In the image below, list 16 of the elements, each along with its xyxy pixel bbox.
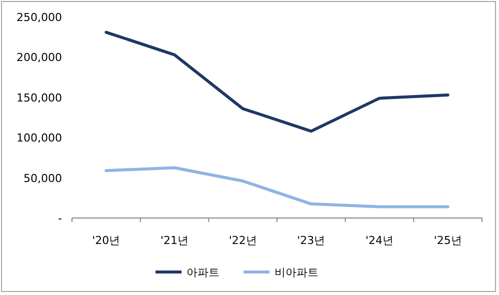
x-tick-label: '20년	[92, 234, 120, 247]
y-tick-label: 250,000	[16, 11, 62, 24]
x-tick-label: '25년	[434, 234, 462, 247]
x-tick-label: '24년	[365, 234, 394, 247]
y-tick-label: -	[58, 212, 62, 225]
y-tick-label: 150,000	[16, 91, 62, 104]
x-tick-label: '22년	[228, 234, 257, 247]
legend-label: 비아파트	[274, 266, 318, 279]
x-tick-label: '23년	[297, 234, 326, 247]
y-tick-label: 100,000	[16, 132, 62, 145]
y-tick-label: 200,000	[16, 51, 62, 64]
x-tick-label: '21년	[160, 234, 189, 247]
y-tick-label: 50,000	[24, 172, 62, 185]
line-series	[104, 30, 450, 133]
legend-label: 아파트	[186, 266, 220, 279]
line-series	[104, 166, 450, 208]
